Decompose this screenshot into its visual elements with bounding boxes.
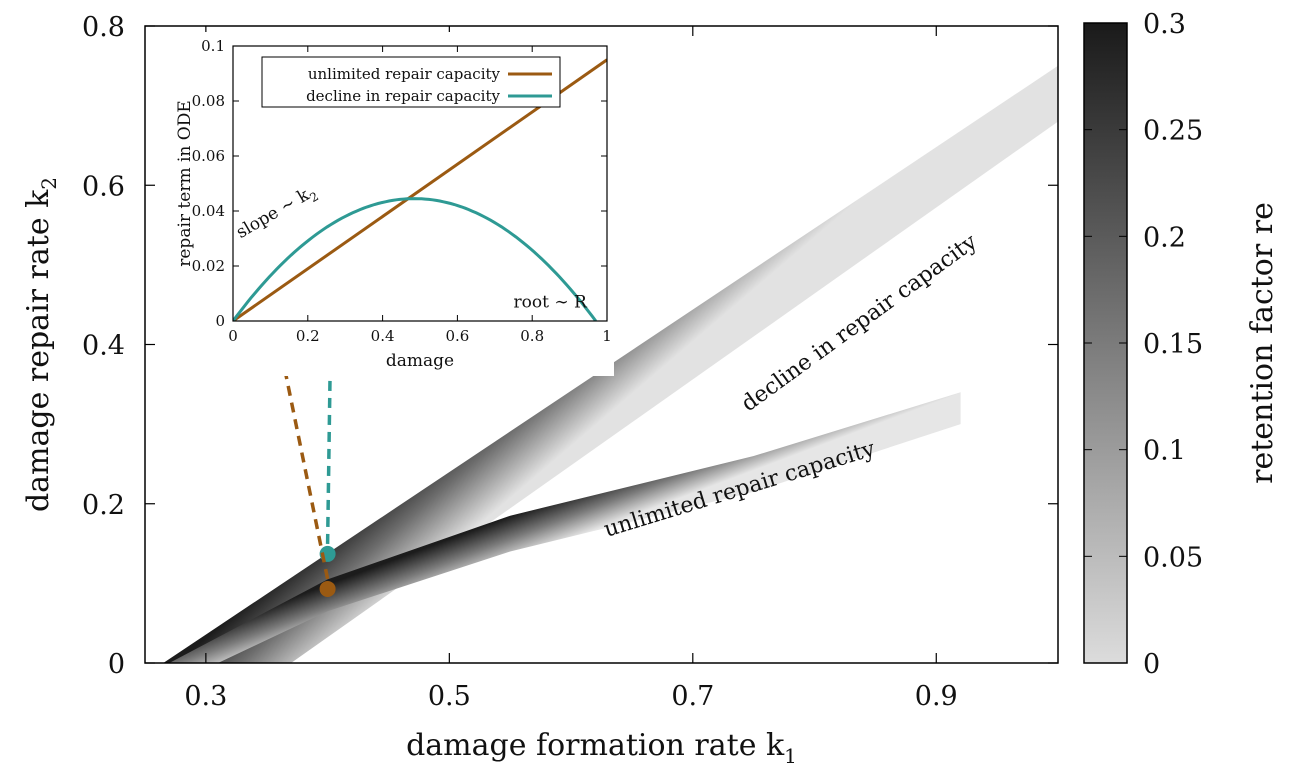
inset-x-tick-label: 0.2 (296, 327, 320, 345)
colorbar-tick-label: 0.1 (1143, 436, 1186, 467)
legend-item-decline-label: decline in repair capacity (306, 87, 500, 105)
inset-y-tick-label: 0.02 (192, 257, 225, 275)
legend-item-unlimited-label: unlimited repair capacity (308, 65, 501, 83)
inset-y-tick-label: 0.1 (201, 37, 225, 55)
inset-x-tick-label: 1 (602, 327, 612, 345)
x-tick-label: 0.7 (671, 681, 714, 712)
x-tick-label: 0.5 (428, 681, 471, 712)
colorbar-tick-label: 0.05 (1143, 542, 1203, 573)
inset-x-tick-label: 0 (228, 327, 238, 345)
y-tick-label: 0 (108, 649, 125, 680)
y-tick-label: 0.2 (82, 490, 125, 521)
inset-legend: unlimited repair capacity decline in repa… (261, 56, 561, 108)
colorbar-label: retention factor re (1245, 202, 1280, 484)
main-x-axis-label: damage formation rate k1 (406, 728, 797, 768)
colorbar-tick-label: 0.3 (1143, 9, 1186, 40)
band-unlimited-repair-capacity (169, 392, 961, 663)
colorbar-tick-label: 0.25 (1143, 116, 1203, 147)
x-tick-label: 0.3 (184, 681, 227, 712)
inset-y-tick-label: 0.06 (192, 147, 225, 165)
colorbar-ticks: 0 0.05 0.1 0.15 0.2 0.25 0.3 (1084, 9, 1203, 680)
point-unlimited (319, 580, 336, 597)
colorbar-tick-label: 0.2 (1143, 222, 1186, 253)
colorbar-tick-label: 0.15 (1143, 329, 1203, 360)
inset-y-axis-label: repair term in ODE (175, 100, 195, 266)
main-y-axis-label: damage repair rate k2 (21, 177, 61, 512)
colorbar-tick-label: 0 (1143, 649, 1160, 680)
inset-plot: 0 0.2 0.4 0.6 0.8 100.020.040.060.080.1slope … (170, 32, 614, 376)
colorbar: 0 0.05 0.1 0.15 0.2 0.25 0.3 retention factor … (1083, 9, 1280, 680)
inset-x-tick-label: 0.6 (445, 327, 469, 345)
inset-y-tick-label: 0 (215, 312, 225, 330)
inset-curve-decline (233, 197, 597, 321)
x-tick-label: 0.9 (915, 681, 958, 712)
y-tick-label: 0.4 (82, 331, 125, 362)
inset-annotation-root: root ∼ R (514, 292, 588, 312)
inset-x-tick-label: 0.8 (520, 327, 544, 345)
y-tick-label: 0.8 (82, 12, 125, 43)
inset-legend-box (261, 56, 561, 108)
y-tick-label: 0.6 (82, 171, 125, 202)
inset-x-axis-label: damage (386, 351, 454, 371)
inset-y-tick-label: 0.08 (192, 92, 225, 110)
inset-frame (232, 45, 608, 322)
inset-y-tick-label: 0.04 (192, 202, 225, 220)
inset-x-tick-label: 0.4 (371, 327, 395, 345)
